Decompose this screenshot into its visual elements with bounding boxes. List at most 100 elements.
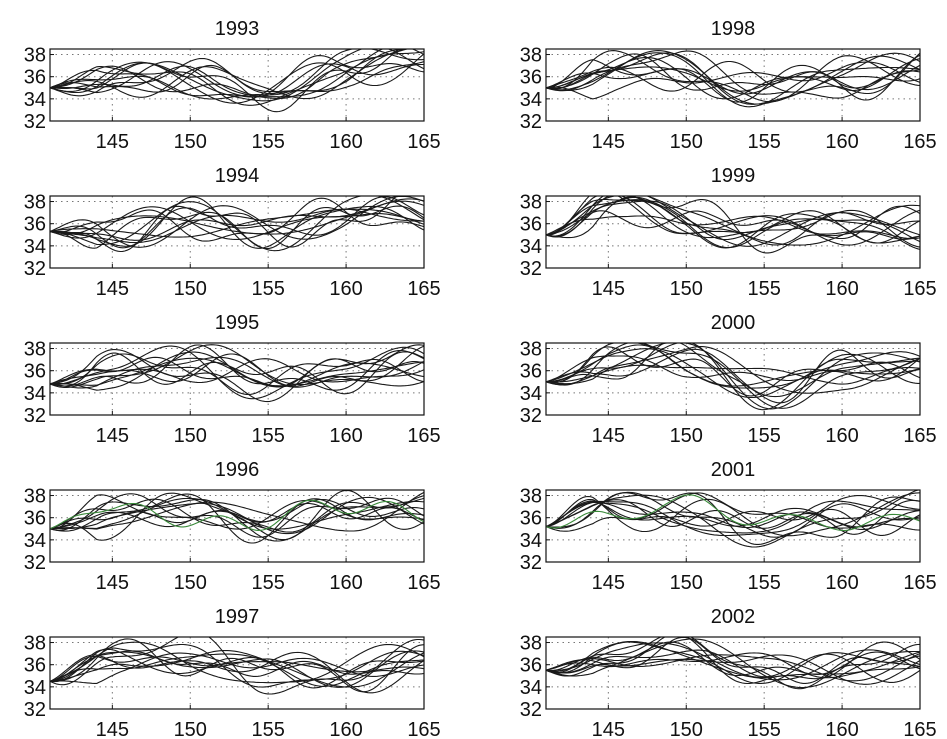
- x-tick-label: 160: [825, 278, 858, 300]
- y-tick-label: 32: [520, 552, 542, 574]
- series-line: [50, 345, 424, 387]
- x-tick-label: 150: [174, 131, 207, 153]
- x-tick-label: 150: [174, 278, 207, 300]
- series-line: [546, 492, 920, 537]
- y-tick-label: 36: [24, 508, 46, 530]
- series-line: [546, 56, 920, 100]
- x-tick-label: 145: [96, 131, 129, 153]
- series-line: [546, 52, 920, 105]
- series-line: [546, 642, 920, 679]
- series-line: [50, 496, 424, 535]
- x-tick-label: 150: [670, 425, 703, 447]
- y-tick-label: 34: [520, 383, 542, 405]
- subplot-title: 1994: [215, 165, 260, 187]
- x-tick-label: 155: [251, 425, 284, 447]
- subplot-title: 1998: [711, 18, 756, 40]
- y-tick-label: 32: [24, 258, 46, 280]
- y-tick-label: 38: [520, 192, 542, 214]
- x-tick-label: 160: [825, 572, 858, 594]
- series-line: [50, 649, 424, 688]
- y-tick-label: 32: [24, 111, 46, 133]
- y-tick-label: 34: [24, 236, 46, 258]
- series-line: [50, 491, 424, 532]
- x-tick-label: 150: [174, 572, 207, 594]
- y-tick-label: 34: [24, 677, 46, 699]
- series-line: [546, 198, 920, 250]
- axes-frame: [49, 195, 425, 269]
- y-tick-label: 36: [24, 361, 46, 383]
- series-line: [546, 215, 920, 240]
- series-line: [546, 637, 920, 690]
- series-line: [50, 356, 424, 389]
- x-tick-label: 145: [592, 131, 625, 153]
- series-line: [546, 343, 920, 409]
- y-tick-label: 36: [24, 655, 46, 677]
- x-tick-label: 155: [747, 278, 780, 300]
- series-line: [50, 497, 424, 530]
- x-tick-label: 150: [670, 278, 703, 300]
- y-tick-label: 32: [24, 405, 46, 427]
- series-line: [546, 637, 920, 684]
- series-line: [50, 493, 424, 538]
- y-tick-label: 32: [24, 699, 46, 721]
- x-tick-label: 165: [903, 425, 936, 447]
- series-line: [546, 196, 920, 246]
- x-tick-label: 145: [592, 425, 625, 447]
- x-tick-label: 160: [825, 131, 858, 153]
- y-tick-label: 38: [24, 192, 46, 214]
- series-line: [50, 655, 424, 689]
- series-line: [546, 652, 920, 679]
- y-tick-label: 34: [520, 89, 542, 111]
- x-tick-label: 165: [903, 572, 936, 594]
- series-line: [546, 343, 920, 411]
- x-tick-label: 150: [174, 719, 207, 739]
- x-tick-label: 155: [251, 572, 284, 594]
- x-tick-label: 160: [329, 572, 362, 594]
- y-tick-label: 38: [24, 45, 46, 67]
- series-line: [50, 652, 424, 684]
- series-line: [50, 55, 424, 98]
- x-tick-label: 150: [174, 425, 207, 447]
- series-line: [546, 52, 920, 108]
- y-tick-label: 36: [520, 361, 542, 383]
- series-line: [546, 499, 920, 535]
- y-tick-label: 34: [520, 530, 542, 552]
- axes-frame: [545, 489, 921, 563]
- axes-frame: [49, 489, 425, 563]
- series-line: [546, 494, 920, 537]
- series-line: [50, 637, 424, 695]
- series-line: [546, 641, 920, 684]
- series-line: [50, 641, 424, 684]
- series-line: [50, 196, 424, 252]
- series-line: [50, 648, 424, 682]
- subplot-title: 1996: [215, 459, 260, 481]
- series-line: [50, 208, 424, 238]
- axes-frame: [545, 636, 921, 710]
- series-line: [546, 343, 920, 387]
- series-line: [50, 49, 424, 98]
- x-tick-label: 155: [251, 278, 284, 300]
- y-tick-label: 34: [24, 383, 46, 405]
- series-line: [546, 491, 920, 538]
- x-tick-label: 155: [251, 719, 284, 739]
- y-tick-label: 38: [24, 486, 46, 508]
- series-line: [50, 353, 424, 396]
- series-line: [50, 63, 424, 97]
- y-tick-label: 36: [520, 67, 542, 89]
- axes-frame: [49, 342, 425, 416]
- x-tick-label: 160: [329, 278, 362, 300]
- series-line: [50, 196, 398, 253]
- y-tick-label: 36: [520, 508, 542, 530]
- x-tick-label: 165: [903, 278, 936, 300]
- x-tick-label: 160: [329, 719, 362, 739]
- series-line: [50, 49, 424, 102]
- axes-frame: [545, 195, 921, 269]
- y-tick-label: 34: [24, 530, 46, 552]
